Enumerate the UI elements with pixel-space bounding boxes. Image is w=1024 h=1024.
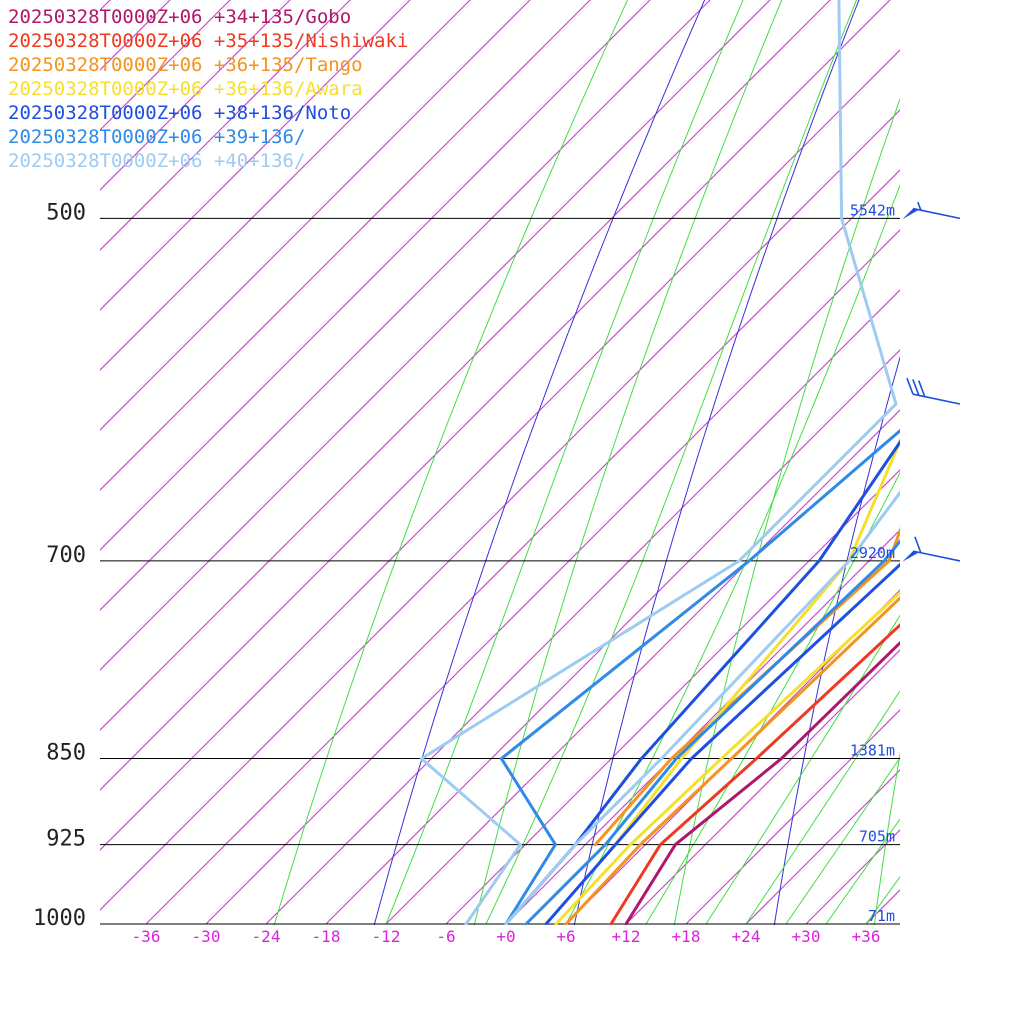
height-label: 5542m: [850, 201, 895, 219]
dry-adiabat-line: [473, 0, 783, 925]
legend-entry: 20250328T0000Z+06 +36+135/Tango: [8, 54, 363, 76]
wind-barb-feather: [906, 377, 914, 395]
isotherm-line: [100, 0, 831, 731]
x-tick-label: -6: [436, 927, 455, 946]
isotherm-lines: [100, 0, 1024, 925]
temperature-profile: [554, 590, 900, 925]
isotherm-line: [265, 289, 900, 925]
wind-barb: [906, 377, 961, 405]
chart-legend: 20250328T0000Z+06 +34+135/Gobo 20250328T0…: [8, 5, 408, 173]
isotherm-line: [986, 0, 1024, 924]
wind-barb-pennant: [902, 551, 919, 562]
x-tick-label: -12: [372, 927, 401, 946]
temperature-profile: [544, 562, 900, 925]
pressure-label: 500: [46, 200, 86, 225]
pressure-label: 700: [46, 543, 86, 568]
dry-adiabat-lines: [273, 0, 1024, 974]
x-tick-label: +12: [612, 927, 641, 946]
isobar-lines: [100, 217, 900, 925]
wind-barb: [902, 201, 961, 220]
dry-adiabat-line: [970, 0, 1024, 974]
pressure-label: 850: [46, 741, 86, 766]
legend-entry: 20250328T0000Z+06 +39+136/: [8, 126, 306, 148]
dry-adiabat-line: [873, 751, 900, 925]
wind-barb: [902, 536, 961, 562]
x-tick-label: +36: [852, 927, 881, 946]
height-label: 71m: [868, 907, 895, 925]
dry-adiabat-line: [373, 0, 706, 925]
isotherm-line: [100, 0, 531, 431]
dewpoint-profile: [593, 526, 900, 847]
temperature-profile: [609, 623, 900, 925]
axis-labels: 10016240m15013722m20011870m25010424m3009…: [33, 200, 895, 946]
temperature-profile: [564, 596, 900, 925]
wind-barbs: [902, 201, 961, 562]
dewpoint-profile: [504, 439, 900, 925]
sounding-profiles: [419, 0, 900, 925]
dry-adiabat-line: [573, 0, 860, 925]
dry-adiabat-line: [773, 355, 900, 925]
x-tick-label: -30: [192, 927, 221, 946]
legend-entry: 20250328T0000Z+06 +38+136/Noto: [8, 102, 352, 124]
x-tick-label: +18: [672, 927, 701, 946]
x-tick-label: -36: [132, 927, 161, 946]
wind-barb-feather: [912, 379, 920, 396]
pressure-label: 925: [46, 827, 86, 852]
wind-barb-feather: [914, 536, 922, 554]
isotherm-line: [145, 169, 900, 925]
isotherm-line: [100, 0, 651, 551]
dry-adiabat-line: [273, 0, 629, 925]
x-tick-label: -24: [252, 927, 281, 946]
legend-entry: 20250328T0000Z+06 +40+136/: [8, 150, 306, 172]
isotherm-line: [445, 469, 900, 925]
isotherm-line: [100, 0, 771, 671]
dewpoint-profile: [419, 0, 898, 925]
isotherm-line: [100, 109, 900, 911]
moist-adiabat-line: [705, 614, 900, 925]
isotherm-line: [205, 229, 900, 925]
x-tick-label: -18: [312, 927, 341, 946]
moist-adiabat-line: [385, 0, 744, 925]
legend-entry: 20250328T0000Z+06 +34+135/Gobo: [8, 6, 352, 28]
isotherm-line: [100, 0, 711, 611]
wind-barb-half-feather: [917, 201, 922, 211]
height-label: 2920m: [850, 544, 895, 562]
isotherm-line: [926, 0, 1024, 924]
moist-adiabat-line: [485, 0, 857, 925]
dry-adiabat-line: [673, 97, 900, 925]
dewpoint-profile: [499, 428, 900, 925]
temperature-profile: [624, 640, 900, 925]
moist-adiabat-line: [785, 756, 900, 925]
x-tick-label: +24: [732, 927, 761, 946]
legend-entry: 20250328T0000Z+06 +35+135/Nishiwaki: [8, 30, 409, 52]
height-label: 1381m: [850, 742, 895, 760]
isotherm-line: [685, 709, 900, 925]
wind-barb-pennant: [902, 208, 919, 220]
isotherm-line: [325, 349, 900, 925]
x-tick-label: +6: [556, 927, 575, 946]
legend-entry: 20250328T0000Z+06 +36+136/Awara: [8, 78, 363, 100]
isotherm-line: [100, 0, 891, 791]
dewpoint-profile: [613, 437, 900, 847]
moist-adiabat-line: [645, 471, 900, 925]
wind-barb-staff: [912, 393, 961, 405]
temperature-profile: [524, 538, 900, 925]
moist-adiabat-line: [825, 818, 900, 925]
isotherm-line: [100, 49, 900, 851]
pressure-label: 1000: [33, 906, 86, 931]
isotherm-line: [100, 0, 591, 491]
x-tick-label: +30: [792, 927, 821, 946]
temperature-profile: [504, 490, 900, 925]
wind-barb-feather: [918, 380, 926, 397]
x-tick-label: +0: [496, 927, 515, 946]
height-label: 705m: [859, 828, 895, 846]
